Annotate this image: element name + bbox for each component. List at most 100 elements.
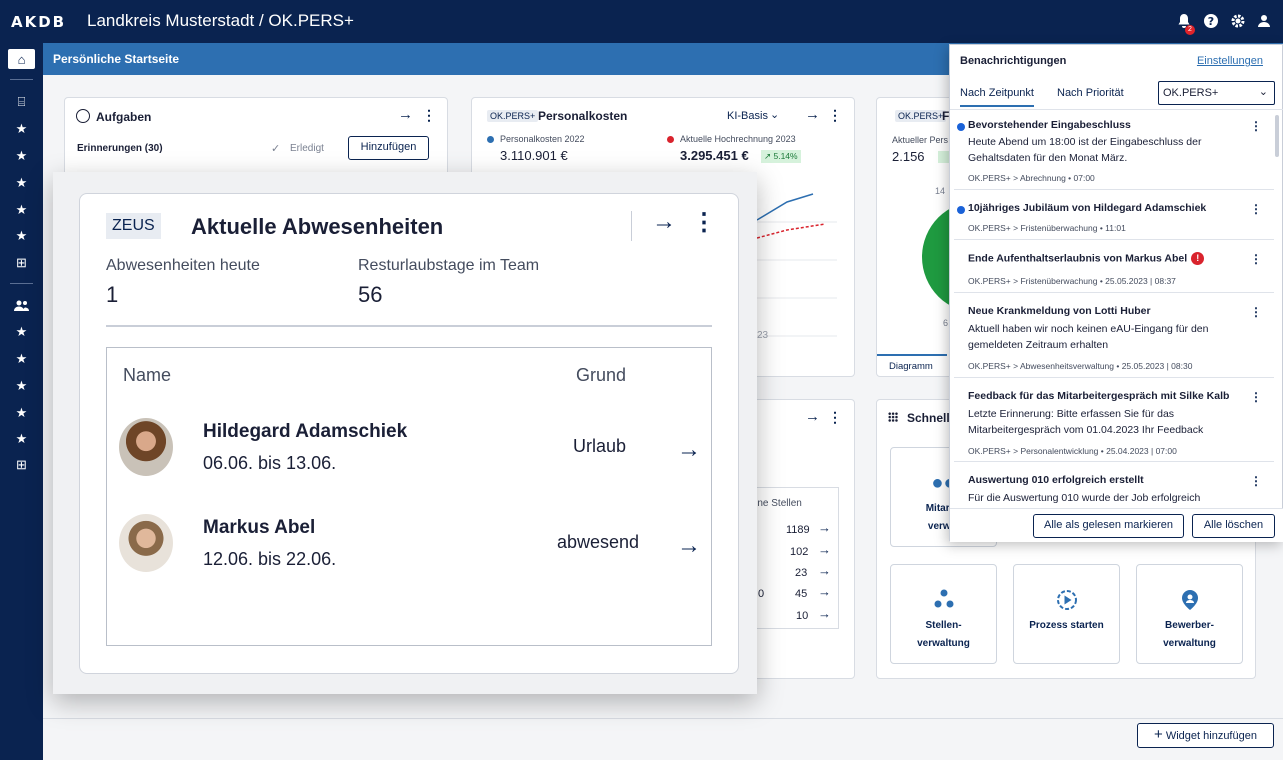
arrow-right-icon[interactable]: → <box>818 542 831 557</box>
table-row: 23 <box>795 567 808 579</box>
notification-badge: 2 <box>1185 25 1195 35</box>
more-icon[interactable]: ⋮ <box>1250 252 1262 266</box>
tab-by-priority[interactable]: Nach Priorität <box>1057 87 1124 99</box>
gear-icon[interactable] <box>1228 11 1248 31</box>
arrow-right-icon[interactable]: → <box>818 606 831 621</box>
more-icon[interactable]: ⋮ <box>828 409 842 425</box>
help-icon[interactable]: ? <box>1201 11 1221 31</box>
absences-zoom-overlay: ZEUS Aktuelle Abwesenheiten → ⋮ Abwesenh… <box>53 172 757 694</box>
add-box-icon[interactable]: ⊞ <box>16 457 27 472</box>
tile-applicants[interactable]: Bewerber-verwaltung <box>1136 564 1243 664</box>
remaining-leave-label: Resturlaubstage im Team <box>358 257 540 274</box>
settings-link[interactable]: Einstellungen <box>1196 55 1263 67</box>
tick-label: 6 <box>943 318 949 328</box>
delta-badge: ↗ 5.14% <box>761 150 801 163</box>
avatar <box>119 514 173 572</box>
basis-dropdown[interactable]: KI-Basis <box>727 110 768 122</box>
axis-label-fragment: 23 <box>757 330 769 341</box>
done-filter[interactable]: Erledigt <box>290 143 324 154</box>
notification-item[interactable]: 10jähriges Jubiläum von Hildegard Adamsc… <box>954 194 1274 240</box>
tab-by-time[interactable]: Nach Zeitpunkt <box>960 87 1034 107</box>
arrow-right-icon[interactable]: → <box>818 584 831 599</box>
play-icon <box>1014 589 1119 617</box>
product-filter-value: OK.PERS+ <box>1163 87 1219 99</box>
tile-label: Mitarbe verwal <box>925 503 962 532</box>
legend-dot-2022 <box>487 136 494 143</box>
tile-start-process[interactable]: Prozess starten <box>1013 564 1120 664</box>
chevron-down-icon[interactable]: ⌄ <box>770 109 780 121</box>
notification-text: Aktuell haben wir noch keinen eAU-Eingan… <box>968 323 1209 335</box>
more-icon[interactable]: ⋮ <box>828 107 842 123</box>
more-icon[interactable]: ⋮ <box>1250 390 1262 404</box>
user-icon[interactable] <box>1254 11 1274 31</box>
star-icon[interactable]: ★ <box>15 175 28 190</box>
more-icon[interactable]: ⋮ <box>692 209 716 236</box>
tab-diagram[interactable]: Diagramm <box>877 354 947 372</box>
add-task-button[interactable]: Hinzufügen <box>348 136 429 160</box>
notification-meta: OK.PERS+ > Personalentwicklung • 25.04.2… <box>968 446 1177 456</box>
absences-widget: ZEUS Aktuelle Abwesenheiten → ⋮ Abwesenh… <box>79 193 739 674</box>
product-filter-select[interactable]: OK.PERS+ ⌄ <box>1158 81 1275 105</box>
open-positions-header: fene Stellen <box>749 498 802 509</box>
bell-icon[interactable] <box>1174 11 1194 31</box>
costs-title: Personalkosten <box>538 109 628 123</box>
notification-item[interactable]: Bevorstehender Eingabeschluss Heute Aben… <box>954 111 1274 190</box>
arrow-right-icon[interactable]: → <box>677 436 701 463</box>
arrow-right-icon[interactable]: → <box>818 520 831 535</box>
arrow-right-icon[interactable]: → <box>652 208 676 235</box>
grid-icon <box>888 412 898 422</box>
star-icon[interactable]: ★ <box>15 324 28 339</box>
notification-meta: OK.PERS+ > Abrechnung • 07:00 <box>968 173 1095 183</box>
absence-dates: 12.06. bis 22.06. <box>203 549 337 569</box>
clock-icon <box>76 109 90 123</box>
more-icon[interactable]: ⋮ <box>1250 474 1262 488</box>
mark-all-read-button[interactable]: Alle als gelesen markieren <box>1033 514 1184 538</box>
sidebar: ⌂ ⌸ ★ ★ ★ ★ ★ ⊞ ★ ★ ★ ★ ★ ⊞ <box>0 43 43 760</box>
delete-all-button[interactable]: Alle löschen <box>1192 514 1275 538</box>
check-icon[interactable]: ✓ <box>271 143 281 155</box>
more-icon[interactable]: ⋮ <box>1250 305 1262 319</box>
notification-item[interactable]: Ende Aufenthaltserlaubnis von Markus Abe… <box>954 244 1274 293</box>
scrollbar[interactable] <box>1275 115 1279 157</box>
add-widget-button[interactable]: + Widget hinzufügen <box>1137 723 1274 748</box>
sidebar-divider <box>10 283 33 284</box>
people-icon[interactable] <box>8 295 35 315</box>
arrow-right-icon[interactable]: → <box>805 408 820 425</box>
star-icon[interactable]: ★ <box>15 121 28 136</box>
star-icon[interactable]: ★ <box>15 431 28 446</box>
more-icon[interactable]: ⋮ <box>1250 119 1262 133</box>
zeus-tag: ZEUS <box>106 213 161 239</box>
notification-item[interactable]: Auswertung 010 erfolgreich erstellt Für … <box>954 466 1274 510</box>
app-title: Landkreis Musterstadt / OK.PERS+ <box>87 11 354 30</box>
notification-item[interactable]: Neue Krankmeldung von Lotti Huber Aktuel… <box>954 297 1274 378</box>
star-icon[interactable]: ★ <box>15 405 28 420</box>
arrow-right-icon[interactable]: → <box>805 106 820 123</box>
svg-text:?: ? <box>1208 15 1214 28</box>
delta-badge <box>938 151 952 163</box>
star-icon[interactable]: ★ <box>15 148 28 163</box>
arrow-right-icon[interactable]: → <box>398 106 413 123</box>
star-icon[interactable]: ★ <box>15 228 28 243</box>
arrow-right-icon[interactable]: → <box>677 532 701 559</box>
star-icon[interactable]: ★ <box>15 351 28 366</box>
institution-icon[interactable]: ⌸ <box>17 94 26 109</box>
notification-text: Letzte Erinnerung: Bitte erfassen Sie fü… <box>968 408 1175 420</box>
star-icon[interactable]: ★ <box>15 378 28 393</box>
akdb-logo: AKDB <box>11 13 67 31</box>
reminders-label: Erinnerungen (30) <box>77 143 163 154</box>
top-bar: AKDB Landkreis Musterstadt / OK.PERS+ 2 … <box>0 0 1283 43</box>
notification-title-text: Feedback für das Mitarbeitergespräch mit… <box>968 390 1230 402</box>
arrow-right-icon[interactable]: → <box>818 563 831 578</box>
more-icon[interactable]: ⋮ <box>1250 202 1262 216</box>
tile-label: Stellen-verwaltung <box>917 620 970 649</box>
notification-title: Benachrichtigungen <box>960 55 1067 67</box>
section-divider <box>106 325 712 327</box>
column-name: Name <box>123 365 172 385</box>
quick-access-title: Schnellz <box>907 411 956 425</box>
tile-positions[interactable]: Stellen-verwaltung <box>890 564 997 664</box>
star-icon[interactable]: ★ <box>15 202 28 217</box>
more-icon[interactable]: ⋮ <box>422 107 436 123</box>
home-icon[interactable]: ⌂ <box>8 49 35 69</box>
notification-item[interactable]: Feedback für das Mitarbeitergespräch mit… <box>954 382 1274 462</box>
add-box-icon[interactable]: ⊞ <box>16 255 27 270</box>
